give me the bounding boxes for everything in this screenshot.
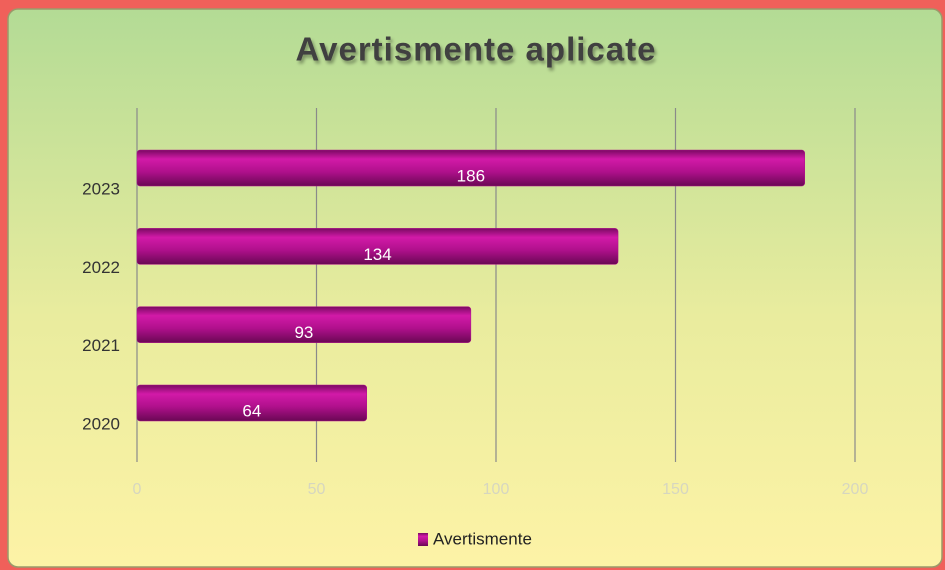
x-tick-label: 100 <box>483 481 510 498</box>
value-label: 134 <box>363 245 391 264</box>
legend-label: Avertismente <box>433 529 532 548</box>
x-tick-label: 0 <box>133 481 142 498</box>
bar <box>136 149 805 187</box>
x-tick-label: 150 <box>662 481 689 498</box>
value-label: 186 <box>457 167 485 186</box>
bar <box>136 384 368 422</box>
y-tick-label: 2020 <box>82 414 120 433</box>
legend-swatch <box>418 533 428 546</box>
x-tick-label: 200 <box>842 481 869 498</box>
bar <box>136 228 619 265</box>
y-tick-label: 2022 <box>82 258 120 277</box>
y-tick-label: 2023 <box>82 180 120 199</box>
value-label: 93 <box>294 323 313 342</box>
value-label: 64 <box>242 401 261 420</box>
x-tick-label: 50 <box>308 481 326 498</box>
chart-title: Avertismente aplicate <box>296 31 657 68</box>
chart-area <box>7 8 943 568</box>
y-tick-label: 2021 <box>82 336 120 355</box>
bar <box>136 306 472 343</box>
